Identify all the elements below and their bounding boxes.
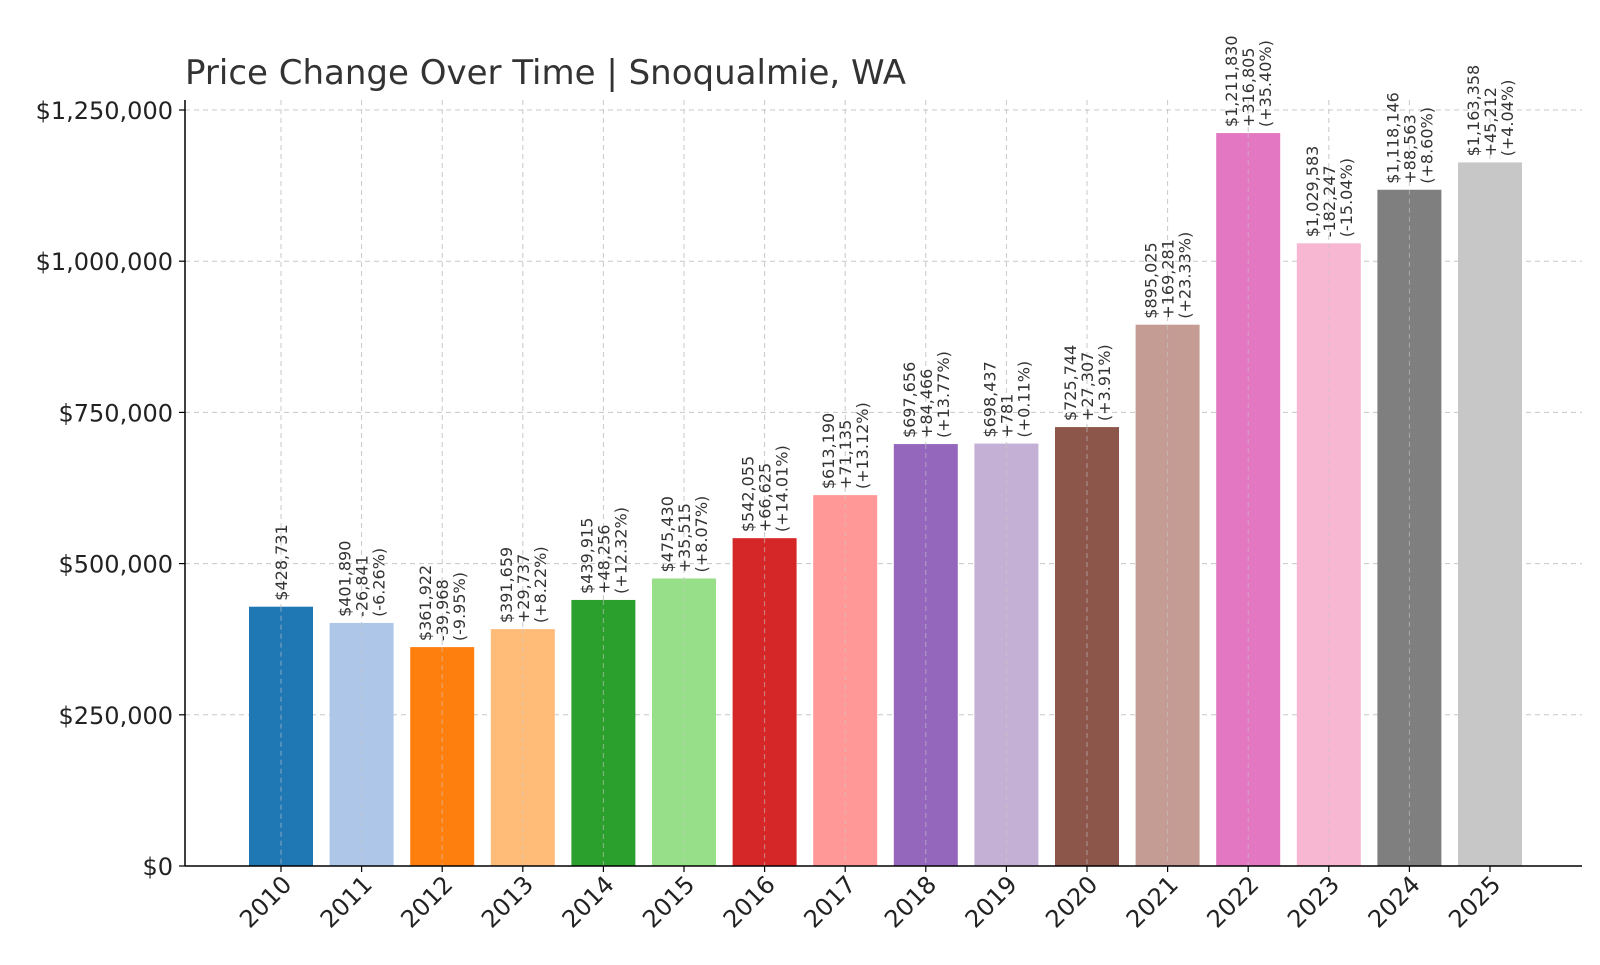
y-tick-label: $1,000,000	[36, 248, 173, 276]
data-label-2015-1: +35,515	[675, 503, 694, 572]
data-label-2012-0: $361,922	[416, 565, 435, 641]
y-axis-ticks: $0 $250,000 $500,000 $750,000 $1,000,000 $1,2…	[36, 97, 185, 881]
data-label-2022-0: $1,211,830	[1222, 35, 1241, 127]
data-label-2012-2: (-9.95%)	[450, 572, 469, 641]
y-tick-label: $1,250,000	[36, 97, 173, 125]
data-label-2021-1: +169,281	[1159, 239, 1178, 319]
chart-title: Price Change Over Time | Snoqualmie, WA	[185, 53, 906, 93]
x-tick-label-2010: 2010	[234, 870, 297, 933]
y-tick-label: $250,000	[58, 702, 173, 730]
data-label-2015-2: (+8.07%)	[692, 496, 711, 573]
data-label-2016-1: +66,625	[756, 463, 775, 532]
y-tick-label: $0	[142, 853, 173, 881]
grid-layer	[185, 100, 1582, 866]
data-label-2017-2: (+13.12%)	[853, 402, 872, 489]
data-label-2019-1: +781	[997, 394, 1016, 438]
data-label-2014-2: (+12.32%)	[611, 507, 630, 594]
data-label-2011-0: $401,890	[336, 541, 355, 617]
data-label-2024-2: (+8.60%)	[1417, 107, 1436, 184]
x-tick-label-2014: 2014	[557, 870, 620, 933]
y-tick-label: $750,000	[58, 399, 173, 427]
data-label-2023-0: $1,029,583	[1303, 146, 1322, 238]
bar-2022	[1216, 133, 1281, 867]
bars-layer	[249, 133, 1522, 867]
data-label-2020-2: (+3.91%)	[1095, 344, 1114, 421]
data-label-2018-2: (+13.77%)	[934, 351, 953, 438]
axes-layer	[184, 100, 1582, 867]
data-label-2017-1: +71,135	[836, 420, 855, 489]
x-tick-label-2012: 2012	[395, 870, 458, 933]
x-tick-label-2025: 2025	[1443, 870, 1506, 933]
data-label-2012-1: -39,968	[433, 579, 452, 641]
data-label-2020-0: $725,744	[1061, 345, 1080, 421]
data-label-2014-0: $439,915	[577, 518, 596, 594]
x-tick-label-2017: 2017	[798, 870, 861, 933]
bar-2014	[571, 599, 636, 866]
x-tick-label-2011: 2011	[315, 870, 378, 933]
data-label-2019-0: $698,437	[980, 361, 999, 437]
x-tick-label-2016: 2016	[718, 870, 781, 933]
data-label-2018-0: $697,656	[900, 362, 919, 438]
data-label-2010-0: $428,731	[272, 524, 291, 600]
data-label-2011-1: -26,841	[353, 555, 372, 617]
data-label-2015-0: $475,430	[658, 496, 677, 572]
data-label-2023-1: -182,247	[1320, 165, 1339, 237]
x-tick-label-2019: 2019	[960, 870, 1023, 933]
data-label-2013-1: +29,737	[514, 554, 533, 623]
data-label-2017-0: $613,190	[819, 413, 838, 489]
y-tick-label: $500,000	[58, 551, 173, 579]
data-label-2025-1: +45,212	[1481, 87, 1500, 156]
x-tick-label-2020: 2020	[1040, 870, 1103, 933]
data-label-2021-2: (+23.33%)	[1176, 232, 1195, 319]
data-label-2019-2: (+0.11%)	[1014, 361, 1033, 438]
data-label-2025-0: $1,163,358	[1464, 65, 1483, 157]
data-label-2018-1: +84,466	[917, 369, 936, 438]
x-tick-label-2021: 2021	[1121, 870, 1184, 933]
x-tick-label-2022: 2022	[1201, 870, 1264, 933]
x-tick-label-2015: 2015	[637, 870, 700, 933]
data-labels-layer: $428,731 $401,890-26,841(-6.26%) $361,922-…	[272, 35, 1517, 641]
data-label-2022-2: (+35.40%)	[1256, 40, 1275, 127]
data-label-2024-0: $1,118,146	[1383, 92, 1402, 184]
data-label-2016-0: $542,055	[739, 456, 758, 532]
data-label-2016-2: (+14.01%)	[773, 445, 792, 532]
x-axis-ticks: 2010 2011 2012 2013 2014 2015 2016 2017 2018 2019…	[234, 866, 1506, 933]
data-label-2013-2: (+8.22%)	[531, 546, 550, 623]
x-tick-label-2018: 2018	[879, 870, 942, 933]
data-label-2025-2: (+4.04%)	[1498, 80, 1517, 157]
x-tick-label-2024: 2024	[1363, 870, 1426, 933]
data-label-2024-1: +88,563	[1400, 114, 1419, 183]
data-label-2020-1: +27,307	[1078, 352, 1097, 421]
data-label-2013-0: $391,659	[497, 547, 516, 623]
x-tick-label-2013: 2013	[476, 870, 539, 933]
x-tick-label-2023: 2023	[1282, 870, 1345, 933]
data-label-2022-1: +316,805	[1239, 48, 1258, 128]
data-label-2011-2: (-6.26%)	[370, 548, 389, 617]
data-label-2023-2: (-15.04%)	[1337, 158, 1356, 237]
data-label-2014-1: +48,256	[594, 525, 613, 594]
data-label-2021-0: $895,025	[1142, 242, 1161, 318]
